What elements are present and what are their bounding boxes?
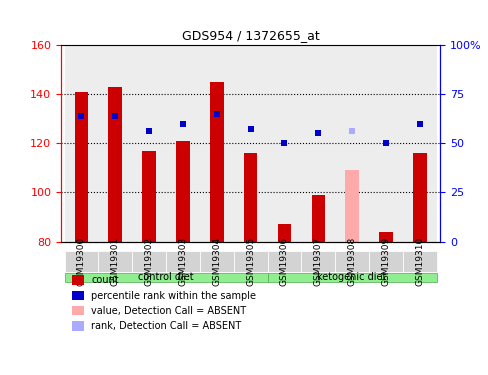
- Text: GSM19303: GSM19303: [178, 237, 187, 286]
- FancyBboxPatch shape: [402, 251, 436, 272]
- Bar: [368, 45, 402, 242]
- Text: percentile rank within the sample: percentile rank within the sample: [91, 291, 256, 301]
- Text: GSM19300: GSM19300: [77, 237, 86, 286]
- Bar: [75, 92, 88, 242]
- FancyBboxPatch shape: [334, 251, 368, 272]
- FancyBboxPatch shape: [233, 251, 267, 272]
- Bar: [108, 87, 122, 242]
- Text: GSM19301: GSM19301: [111, 237, 120, 286]
- FancyBboxPatch shape: [200, 251, 233, 272]
- Text: value, Detection Call = ABSENT: value, Detection Call = ABSENT: [91, 306, 246, 316]
- Bar: [301, 45, 334, 242]
- Bar: [64, 45, 98, 242]
- Text: GSM19309: GSM19309: [381, 237, 389, 286]
- Bar: [72, 291, 84, 300]
- Text: GSM19302: GSM19302: [144, 237, 153, 286]
- FancyBboxPatch shape: [98, 251, 132, 272]
- Bar: [311, 195, 325, 242]
- Bar: [72, 275, 84, 285]
- Bar: [209, 82, 223, 242]
- Bar: [200, 45, 233, 242]
- Bar: [378, 232, 392, 242]
- Text: protocol: protocol: [0, 374, 1, 375]
- Bar: [244, 153, 257, 242]
- FancyBboxPatch shape: [132, 251, 166, 272]
- Text: control diet: control diet: [138, 272, 193, 282]
- Text: GSM19305: GSM19305: [245, 237, 255, 286]
- Text: GSM19310: GSM19310: [414, 237, 424, 286]
- Bar: [402, 45, 436, 242]
- Text: ketogenic diet: ketogenic diet: [317, 272, 386, 282]
- Bar: [345, 170, 358, 242]
- Bar: [72, 321, 84, 331]
- FancyBboxPatch shape: [368, 251, 402, 272]
- Title: GDS954 / 1372655_at: GDS954 / 1372655_at: [182, 30, 319, 42]
- Bar: [98, 45, 132, 242]
- Text: GSM19306: GSM19306: [279, 237, 288, 286]
- Bar: [176, 141, 189, 242]
- Bar: [72, 306, 84, 315]
- FancyBboxPatch shape: [64, 273, 267, 282]
- Bar: [277, 224, 291, 242]
- FancyBboxPatch shape: [166, 251, 200, 272]
- Text: GSM19307: GSM19307: [313, 237, 322, 286]
- Bar: [142, 151, 156, 242]
- FancyBboxPatch shape: [267, 273, 436, 282]
- Bar: [233, 45, 267, 242]
- Text: GSM19308: GSM19308: [347, 237, 356, 286]
- FancyBboxPatch shape: [267, 251, 301, 272]
- Bar: [166, 45, 200, 242]
- Text: rank, Detection Call = ABSENT: rank, Detection Call = ABSENT: [91, 321, 241, 332]
- FancyBboxPatch shape: [301, 251, 334, 272]
- Text: count: count: [91, 275, 119, 285]
- Bar: [334, 45, 368, 242]
- Bar: [267, 45, 301, 242]
- FancyBboxPatch shape: [64, 251, 98, 272]
- Text: GSM19304: GSM19304: [212, 237, 221, 286]
- Bar: [412, 153, 426, 242]
- Bar: [132, 45, 166, 242]
